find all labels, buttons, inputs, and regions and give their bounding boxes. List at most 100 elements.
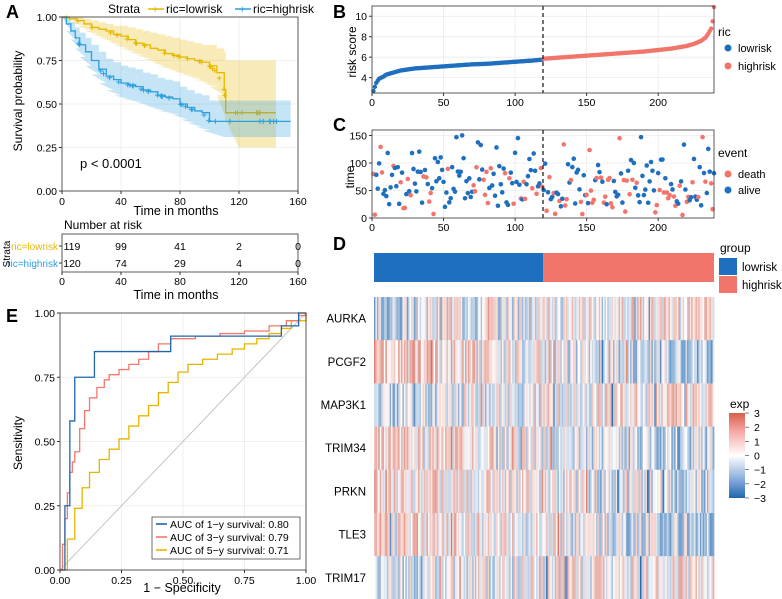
heatmap-cell <box>571 513 574 557</box>
heatmap-cell <box>711 556 713 599</box>
heatmap-cell <box>558 340 561 384</box>
heatmap-cell <box>436 297 439 341</box>
group-legend-key-high <box>719 276 737 293</box>
heatmap-cell <box>618 426 621 471</box>
heatmap-cell <box>429 426 432 471</box>
heatmap-cell <box>709 340 712 384</box>
heatmap-cell <box>624 426 627 471</box>
heatmap-cell <box>379 297 382 341</box>
heatmap-cell <box>490 426 493 471</box>
heatmap-cell <box>598 297 601 341</box>
heatmap-cell <box>506 426 509 471</box>
heatmap-cell <box>416 426 419 471</box>
heatmap-cell <box>530 513 533 557</box>
heatmap-cell <box>615 383 618 427</box>
heatmap-cell <box>496 297 499 341</box>
heatmap-cell <box>537 426 540 471</box>
heatmap-cell <box>630 556 632 599</box>
survival-time-point <box>588 188 594 193</box>
heatmap-cell <box>662 513 665 557</box>
survival-time-point <box>604 201 609 207</box>
heatmap-cell <box>479 469 482 514</box>
survival-time-point <box>618 171 624 176</box>
survival-time-point <box>677 183 682 189</box>
heatmap-cell <box>658 513 661 557</box>
heatmap-cell <box>405 469 408 514</box>
survival-time-point <box>560 196 565 202</box>
heatmap-cell <box>375 513 378 557</box>
heatmap-cell <box>514 340 517 384</box>
heatmap-cell <box>435 340 437 384</box>
heatmap-cell <box>638 340 641 384</box>
heatmap-cell <box>531 297 534 341</box>
survival-time-point <box>465 190 471 196</box>
heatmap-cell <box>577 426 580 471</box>
heatmap-cell <box>449 297 452 341</box>
km-plot: 0.000.250.500.751.000 40 80 120 160 <box>37 12 307 208</box>
heatmap-cell <box>386 426 389 471</box>
heatmap-cell <box>381 340 383 384</box>
heatmap-cell <box>416 297 419 341</box>
survival-time-point <box>663 175 668 181</box>
heatmap-cell <box>625 340 628 384</box>
heatmap-cell <box>618 383 621 427</box>
heatmap-cell <box>617 340 620 384</box>
heatmap-cell <box>521 556 524 599</box>
km-censor-mark <box>254 110 260 116</box>
heatmap-cell <box>449 426 452 471</box>
heatmap-cell <box>685 426 688 471</box>
heatmap-cell <box>634 297 637 341</box>
km-censor-mark <box>222 92 228 98</box>
heatmap-cell <box>527 383 530 427</box>
heatmap-cell <box>500 383 503 427</box>
heatmap-cell <box>442 556 445 599</box>
heatmap-cell <box>658 469 661 514</box>
heatmap-cell <box>671 297 674 341</box>
heatmap-cell <box>577 340 580 384</box>
heatmap-cell <box>638 556 641 599</box>
heatmap-cell <box>374 383 376 427</box>
heatmap-cell <box>502 340 504 384</box>
risk-legend-key-low <box>724 44 732 52</box>
heatmap-cell <box>548 469 551 514</box>
heatmap-cell <box>510 469 513 514</box>
survival-time-point <box>464 178 469 184</box>
survival-time-point <box>580 211 585 217</box>
heatmap-cell <box>608 340 611 384</box>
heatmap-cell <box>654 383 657 427</box>
survival-time-point <box>461 155 466 161</box>
heatmap-cell <box>401 513 403 557</box>
roc-xtick-label: 1.00 <box>296 575 317 587</box>
survival-time-point <box>654 202 660 208</box>
heatmap-cell <box>712 383 715 427</box>
heatmap-cell <box>587 469 590 514</box>
heatmap-cell <box>568 556 571 599</box>
heatmap-cell <box>402 469 405 514</box>
heatmap-cell <box>669 469 672 514</box>
heatmap-cell <box>513 426 516 471</box>
heatmap-cell <box>640 297 642 341</box>
heatmap-cell <box>426 297 429 341</box>
heatmap-cell <box>695 513 698 557</box>
heatmap-cell <box>376 556 379 599</box>
heatmap-cell <box>622 513 625 557</box>
heatmap-cell <box>392 340 395 384</box>
heatmap-cell <box>624 469 627 514</box>
heatmap-cell <box>688 513 691 557</box>
heatmap-cell <box>540 426 543 471</box>
heatmap-cell <box>662 556 665 599</box>
survival-time-point <box>489 183 495 188</box>
heatmap-cell <box>652 556 655 599</box>
heatmap-cell <box>435 469 437 514</box>
heatmap-cell <box>677 556 679 599</box>
km-censor-mark <box>133 40 139 46</box>
heatmap-cell <box>701 426 704 471</box>
survival-time-point <box>531 151 536 156</box>
heatmap-cell <box>686 340 689 384</box>
heatmap-cell <box>692 469 695 514</box>
heatmap-cell <box>409 426 412 471</box>
survival-time-point <box>555 191 561 197</box>
heatmap-cell <box>531 469 534 514</box>
heatmap-cell <box>556 426 558 471</box>
heatmap-cell <box>578 383 581 427</box>
